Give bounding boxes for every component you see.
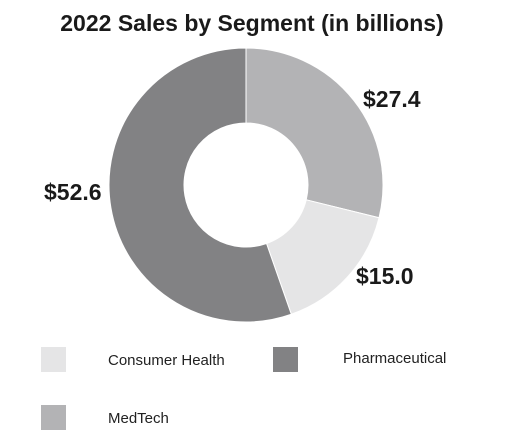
legend-swatch-pharmaceutical: [273, 347, 298, 372]
data-label-pharmaceutical: $52.6: [44, 179, 102, 205]
legend-swatch-medtech: [41, 405, 66, 430]
legend: Consumer Health Pharmaceutical MedTech: [41, 347, 446, 430]
legend-label-medtech: MedTech: [108, 410, 169, 427]
legend-label-pharmaceutical: Pharmaceutical: [343, 350, 446, 367]
legend-swatch-consumer-health: [41, 347, 66, 372]
legend-label-consumer-health: Consumer Health: [108, 352, 225, 369]
data-label-consumer-health: $15.0: [356, 263, 414, 289]
data-label-medtech: $27.4: [363, 86, 421, 112]
chart-title: 2022 Sales by Segment (in billions): [60, 10, 443, 36]
slice-pharmaceutical: [108, 47, 292, 323]
donut-slices: [108, 47, 384, 323]
slice-medtech: [245, 47, 384, 219]
